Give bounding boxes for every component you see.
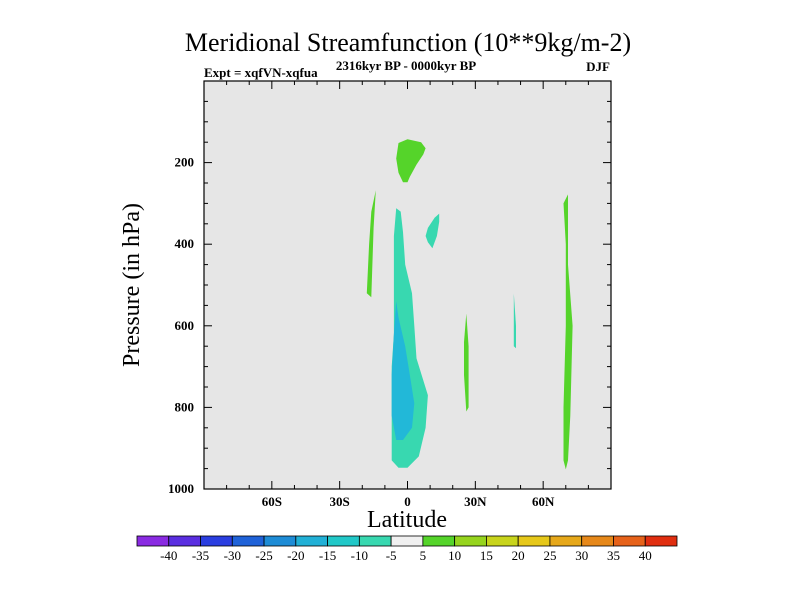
colorbar-swatch	[231, 535, 265, 547]
colorbar-swatch	[486, 535, 519, 547]
contour-region-small-negative-patch	[513, 293, 516, 349]
contour-region-upper-positive-cell	[396, 139, 426, 183]
experiment-label: Expt = xqfVN-xqfua	[204, 65, 318, 80]
colorbar-swatch	[390, 535, 424, 547]
colorbar-label: 10	[448, 548, 461, 563]
y-tick-label: 400	[175, 236, 195, 251]
colorbar-swatch	[454, 535, 487, 547]
x-axis-label: Latitude	[367, 507, 447, 533]
chart-title: Meridional Streamfunction (10**9kg/m-2)	[185, 28, 631, 57]
x-tick-label: 60S	[262, 494, 282, 509]
colorbar-swatch	[422, 535, 456, 547]
colorbar-label: -35	[192, 548, 209, 563]
colorbar-label: 30	[575, 548, 588, 563]
season-label: DJF	[586, 59, 610, 74]
y-tick-label: 200	[175, 155, 195, 170]
contour-region-small-negative-cell-upper	[425, 213, 440, 249]
colorbar-label: -40	[160, 548, 177, 563]
colorbar-swatch	[549, 535, 583, 547]
colorbar-swatch	[136, 535, 170, 547]
colorbar-label: -5	[386, 548, 397, 563]
colorbar-swatch	[358, 535, 392, 547]
contour-region-northern-positive-patch	[464, 313, 469, 412]
colorbar-swatch	[644, 535, 678, 547]
colorbar: -40 -35 -30 -25 -20 -15 -10 -5 5 10 15 20 25 30 35 40	[136, 535, 678, 563]
colorbar-label: -15	[319, 548, 336, 563]
colorbar-swatch	[517, 535, 551, 547]
colorbar-label: 25	[543, 548, 556, 563]
colorbar-swatch	[168, 535, 201, 547]
colorbar-label: -25	[255, 548, 272, 563]
contour-region-high-latitude-positive-cell	[563, 194, 573, 470]
colorbar-swatch	[263, 535, 297, 547]
colorbar-label: 20	[512, 548, 525, 563]
colorbar-label: 5	[420, 548, 427, 563]
x-tick-label: 0	[404, 494, 411, 509]
colorbar-label: 15	[480, 548, 493, 563]
colorbar-label: 35	[607, 548, 620, 563]
y-axis-label: Pressure (in hPa)	[119, 203, 145, 367]
colorbar-swatch	[581, 535, 614, 547]
colorbar-label: -20	[287, 548, 304, 563]
x-tick-label: 30S	[330, 494, 350, 509]
colorbar-swatch	[200, 535, 233, 547]
colorbar-swatch	[295, 535, 328, 547]
x-tick-label: 60N	[532, 494, 555, 509]
colorbar-label: -10	[351, 548, 368, 563]
colorbar-label: 40	[639, 548, 652, 563]
y-tick-label: 1000	[168, 481, 194, 496]
contour-region-negative-cell-inner	[391, 301, 415, 440]
y-tick-label: 800	[175, 399, 195, 414]
colorbar-swatch	[613, 535, 646, 547]
x-tick-label: 30N	[464, 494, 487, 509]
time-range-label: 2316kyr BP - 0000kyr BP	[336, 58, 476, 73]
y-tick-label: 600	[175, 318, 195, 333]
contour-region-southern-positive-cell	[366, 190, 376, 298]
colorbar-label: -30	[224, 548, 241, 563]
colorbar-swatch	[327, 535, 360, 547]
